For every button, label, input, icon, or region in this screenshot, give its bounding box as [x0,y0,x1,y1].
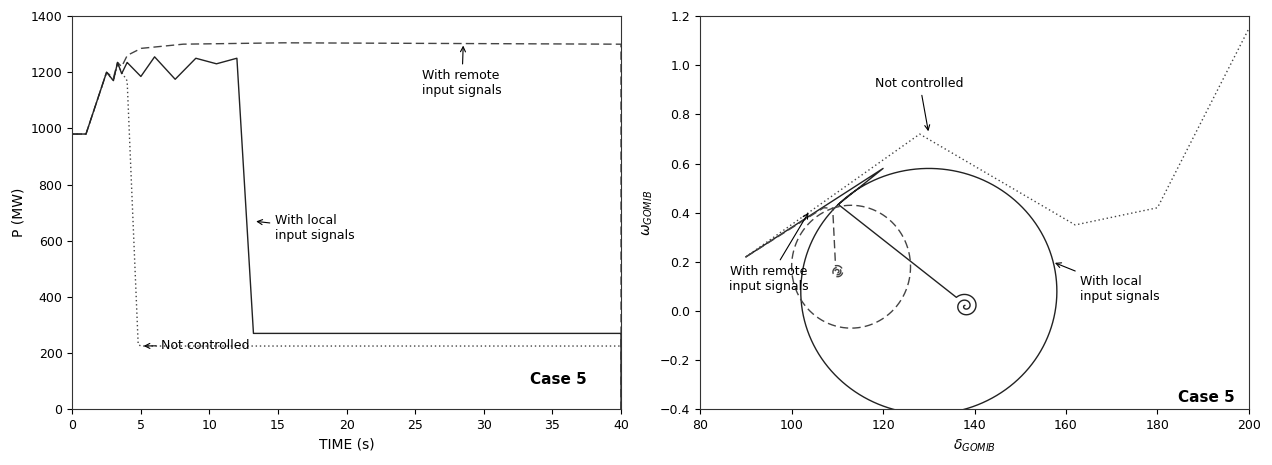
X-axis label: TIME (s): TIME (s) [319,438,374,452]
Text: Not controlled: Not controlled [875,77,964,130]
Y-axis label: P (MW): P (MW) [11,188,25,237]
Text: Not controlled: Not controlled [145,339,249,352]
Text: With local
input signals: With local input signals [1056,263,1159,303]
Text: Case 5: Case 5 [530,372,586,387]
X-axis label: $\delta_{GOMIB}$: $\delta_{GOMIB}$ [953,438,996,454]
Text: With remote
input signals: With remote input signals [729,213,809,293]
Y-axis label: $\omega_{GOMIB}$: $\omega_{GOMIB}$ [640,190,655,236]
Text: Case 5: Case 5 [1178,390,1235,405]
Text: With local
input signals: With local input signals [257,214,355,242]
Text: With remote
input signals: With remote input signals [422,47,501,98]
